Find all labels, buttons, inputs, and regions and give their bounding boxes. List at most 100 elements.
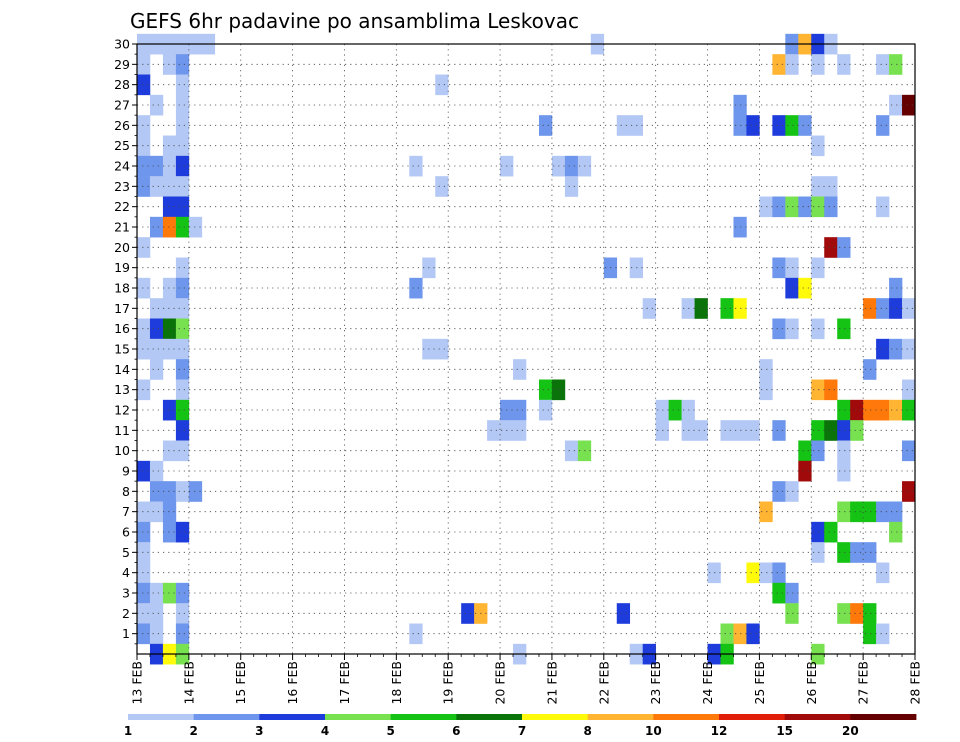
heatmap-cell <box>876 399 890 421</box>
heatmap-cell <box>785 115 799 136</box>
heatmap-cell <box>175 481 190 502</box>
legend-label: 7 <box>518 724 526 738</box>
heatmap-cell <box>149 176 164 197</box>
heatmap-cell <box>772 562 786 584</box>
heatmap-cell <box>824 196 838 218</box>
heatmap-cell <box>162 440 177 462</box>
heatmap-cell <box>487 420 501 441</box>
heatmap-cell <box>863 359 877 380</box>
heatmap-cell <box>889 54 903 75</box>
heatmap-cell <box>175 440 190 462</box>
y-tick-label: 6 <box>122 525 130 540</box>
heatmap-cell <box>811 54 825 75</box>
heatmap-cell <box>175 623 190 645</box>
heatmap-cell <box>772 481 786 502</box>
heatmap-cell <box>746 420 760 441</box>
y-tick-label: 17 <box>114 301 130 316</box>
heatmap-cell <box>863 542 877 563</box>
legend-label: 15 <box>776 724 793 738</box>
heatmap-cell <box>162 298 177 319</box>
heatmap-cell <box>175 338 190 360</box>
heatmap-cell <box>513 399 527 421</box>
heatmap-cell <box>188 481 203 502</box>
heatmap-cell <box>149 155 164 177</box>
y-axis: 1234567891011121314151617181920212223242… <box>114 37 137 645</box>
heatmap-cell <box>538 379 553 401</box>
heatmap-cell <box>863 399 877 421</box>
heatmap-cell <box>564 155 579 177</box>
heatmap-cell <box>889 298 903 319</box>
heatmap-cell <box>175 176 190 197</box>
heatmap-cell <box>162 277 177 299</box>
y-tick-label: 24 <box>114 159 130 174</box>
heatmap-cell <box>162 501 177 523</box>
heatmap-cell <box>162 135 177 157</box>
heatmap-cell <box>837 460 851 482</box>
legend-swatch <box>390 714 457 720</box>
x-tick-label: 22 FEB <box>596 661 611 705</box>
heatmap-cell <box>137 318 151 340</box>
heatmap-cell <box>850 501 864 523</box>
heatmap-cell <box>616 603 631 624</box>
heatmap-cell <box>149 603 164 624</box>
heatmap-cell <box>863 298 877 319</box>
legend-swatch <box>193 714 260 720</box>
y-tick-label: 3 <box>122 586 130 601</box>
heatmap-cell <box>409 623 423 645</box>
heatmap-cell <box>837 399 851 421</box>
heatmap-cell <box>149 460 164 482</box>
y-tick-label: 20 <box>114 240 130 255</box>
heatmap-cell <box>175 521 190 543</box>
heatmap-cell <box>876 338 890 360</box>
heatmap-cell <box>837 542 851 563</box>
heatmap-cell <box>772 54 786 75</box>
y-tick-label: 4 <box>122 565 130 580</box>
heatmap-cell <box>889 399 903 421</box>
heatmap-cell <box>902 440 916 462</box>
heatmap-cell <box>759 501 773 523</box>
y-tick-label: 29 <box>114 57 130 72</box>
heatmap-cell <box>824 420 838 441</box>
heatmap-cell <box>785 277 799 299</box>
x-axis: 13 FEB 14 FEB 15 FEB 16 FEB 17 FEB 18 FEB 19 F… <box>130 654 923 705</box>
heatmap-cell <box>733 420 747 441</box>
x-tick-label: 13 FEB <box>130 661 145 705</box>
heatmap-cell <box>720 623 734 645</box>
legend-swatch <box>259 714 326 720</box>
heatmap-cell <box>162 338 177 360</box>
heatmap-cell <box>889 501 903 523</box>
heatmap-cell <box>435 74 449 96</box>
heatmap-cell <box>746 623 760 645</box>
heatmap-cell <box>824 379 838 401</box>
y-tick-label: 15 <box>114 342 130 357</box>
heatmap-cell <box>811 176 825 197</box>
heatmap-cell <box>175 298 190 319</box>
heatmap-cell <box>149 582 164 604</box>
heatmap-cell <box>513 359 527 380</box>
heatmap-cell <box>863 501 877 523</box>
y-tick-label: 25 <box>114 138 130 153</box>
heatmap-cell <box>733 94 747 116</box>
heatmap-cell <box>162 481 177 502</box>
heatmap-cell <box>175 379 190 401</box>
y-tick-label: 10 <box>114 443 130 458</box>
heatmap-cell <box>902 338 916 360</box>
heatmap-cell <box>850 603 864 624</box>
heatmap-cell <box>837 501 851 523</box>
heatmap-cell <box>149 359 164 380</box>
heatmap-cell <box>564 176 579 197</box>
heatmap-cell <box>668 399 682 421</box>
heatmap-cell <box>564 440 579 462</box>
y-tick-label: 2 <box>122 606 130 621</box>
heatmap-cell <box>175 603 190 624</box>
x-tick-label: 23 FEB <box>648 661 663 705</box>
heatmap-cell <box>772 115 786 136</box>
heatmap-cell <box>409 155 423 177</box>
legend-swatch <box>522 714 589 720</box>
heatmap-cell <box>162 176 177 197</box>
heatmap-cell <box>435 338 449 360</box>
heatmap-cell <box>811 542 825 563</box>
legend-swatch <box>719 714 786 720</box>
heatmap-cell <box>798 115 812 136</box>
